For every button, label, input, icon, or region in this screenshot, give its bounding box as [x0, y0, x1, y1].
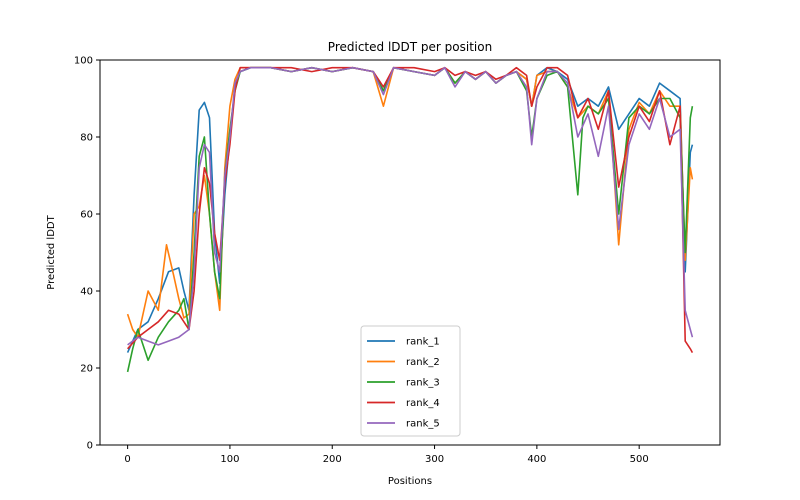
- x-tick-label: 100: [220, 454, 239, 465]
- series-line-rank-4: [127, 66, 694, 353]
- legend-label-rank-1: rank_1: [406, 337, 440, 348]
- y-tick-label: 80: [80, 133, 93, 144]
- chart-title: Predicted lDDT per position: [328, 40, 492, 54]
- axes-frame: [99, 59, 721, 446]
- x-tick-label: 300: [425, 454, 444, 465]
- y-axis-label: Predicted lDDT: [46, 214, 57, 289]
- legend-label-rank-3: rank_3: [406, 378, 440, 389]
- legend-label-rank-2: rank_2: [406, 357, 440, 368]
- y-tick-label: 100: [74, 56, 93, 67]
- y-tick-label: 60: [80, 210, 93, 221]
- x-tick-label: 200: [323, 454, 342, 465]
- x-tick-label: 400: [527, 454, 546, 465]
- x-tick-label: 0: [124, 454, 130, 465]
- y-tick-label: 0: [87, 441, 93, 452]
- y-tick-label: 40: [80, 287, 93, 298]
- legend-label-rank-4: rank_4: [406, 398, 440, 409]
- x-tick-label: 500: [630, 454, 649, 465]
- legend-box: [360, 325, 461, 437]
- series-line-rank-5: [127, 66, 694, 346]
- legend: rank_1 rank_2 rank_3 rank_4 rank_5: [360, 325, 461, 437]
- axis-ticks: 0 100 200 300 400 500 0 20 40 60 80 100: [74, 56, 649, 466]
- x-axis-label: Positions: [388, 476, 432, 487]
- y-tick-label: 20: [80, 364, 93, 375]
- plot-lines: [126, 66, 694, 373]
- legend-label-rank-5: rank_5: [406, 419, 440, 430]
